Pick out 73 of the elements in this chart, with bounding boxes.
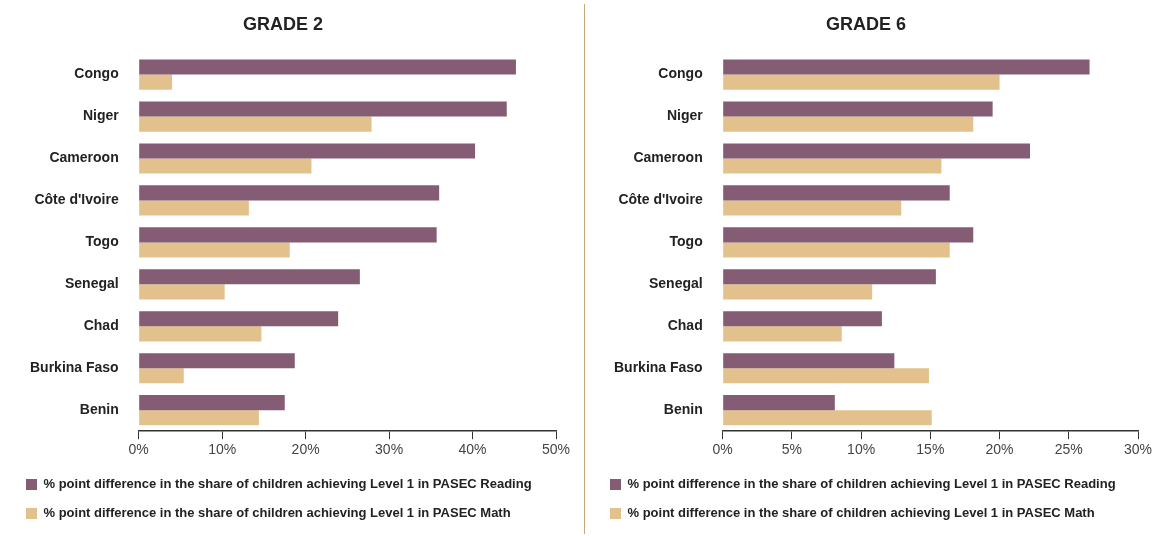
y-tick-label: Congo <box>74 65 119 82</box>
bar <box>139 158 312 174</box>
y-tick-label: Niger <box>666 107 704 124</box>
x-tick-label: 40% <box>458 441 487 458</box>
x-tick-label: 5% <box>781 441 803 458</box>
bar <box>723 353 895 369</box>
bar <box>723 395 835 411</box>
y-tick-label: Côte d'Ivoire <box>618 191 703 208</box>
bar <box>139 395 285 411</box>
x-tick-label: 25% <box>1054 441 1083 458</box>
y-tick-label: Congo <box>658 65 703 82</box>
x-tick-label: 20% <box>291 441 320 458</box>
bar <box>723 101 993 117</box>
x-tick-label: 50% <box>541 441 571 458</box>
x-tick-label: 10% <box>847 441 876 458</box>
y-tick-label: Chad <box>667 317 703 334</box>
bar <box>139 410 259 426</box>
bar <box>723 59 1090 75</box>
x-tick-label: 0% <box>128 441 149 458</box>
bar <box>723 185 950 201</box>
y-tick-label: Togo <box>669 233 703 250</box>
x-tick-label: 0% <box>712 441 733 458</box>
y-tick-label: Chad <box>83 317 119 334</box>
bar <box>723 116 974 132</box>
bar <box>139 269 360 285</box>
bar <box>723 143 1031 159</box>
y-tick-label: Cameroon <box>49 149 119 166</box>
bar <box>139 185 440 201</box>
y-tick-label: Senegal <box>64 275 119 292</box>
bar <box>723 410 932 426</box>
bar <box>139 284 225 300</box>
bar <box>139 242 290 258</box>
legend-label: % point difference in the share of children achieving Level 1 in PASEC Math <box>43 505 511 521</box>
x-tick-label: 30% <box>375 441 404 458</box>
bar <box>139 59 516 75</box>
bar <box>139 200 249 216</box>
y-tick-label: Burkina Faso <box>613 359 703 376</box>
legend-label: % point difference in the share of children achieving Level 1 in PASEC Reading <box>43 476 532 492</box>
bar <box>139 368 184 384</box>
bar <box>139 311 339 327</box>
bar <box>139 326 262 342</box>
bar <box>139 101 507 117</box>
bar <box>723 200 902 216</box>
x-tick-label: 30% <box>1123 441 1153 458</box>
chart-title: GRADE 6 <box>825 13 907 34</box>
bar <box>723 242 950 258</box>
bar <box>139 116 372 132</box>
x-tick-label: 20% <box>985 441 1014 458</box>
legend-label: % point difference in the share of children achieving Level 1 in PASEC Math <box>627 505 1095 521</box>
bar <box>723 227 974 243</box>
chart-title: GRADE 2 <box>242 13 324 34</box>
bar <box>723 326 842 342</box>
bar <box>723 368 929 384</box>
x-tick-label: 10% <box>208 441 237 458</box>
y-tick-label: Niger <box>82 107 120 124</box>
legend-label: % point difference in the share of children achieving Level 1 in PASEC Reading <box>627 476 1116 492</box>
bar <box>139 143 476 159</box>
bar <box>139 353 295 369</box>
bar <box>139 74 173 90</box>
bar <box>723 311 882 327</box>
y-tick-label: Benin <box>79 401 119 418</box>
bar <box>723 74 1000 90</box>
bar <box>723 284 873 300</box>
y-tick-label: Senegal <box>648 275 703 292</box>
bar <box>723 269 936 285</box>
y-tick-label: Burkina Faso <box>29 359 119 376</box>
x-tick-label: 15% <box>916 441 945 458</box>
y-tick-label: Benin <box>663 401 703 418</box>
y-tick-label: Côte d'Ivoire <box>34 191 119 208</box>
bar <box>723 158 942 174</box>
y-tick-label: Cameroon <box>633 149 703 166</box>
y-tick-label: Togo <box>85 233 119 250</box>
bar <box>139 227 437 243</box>
